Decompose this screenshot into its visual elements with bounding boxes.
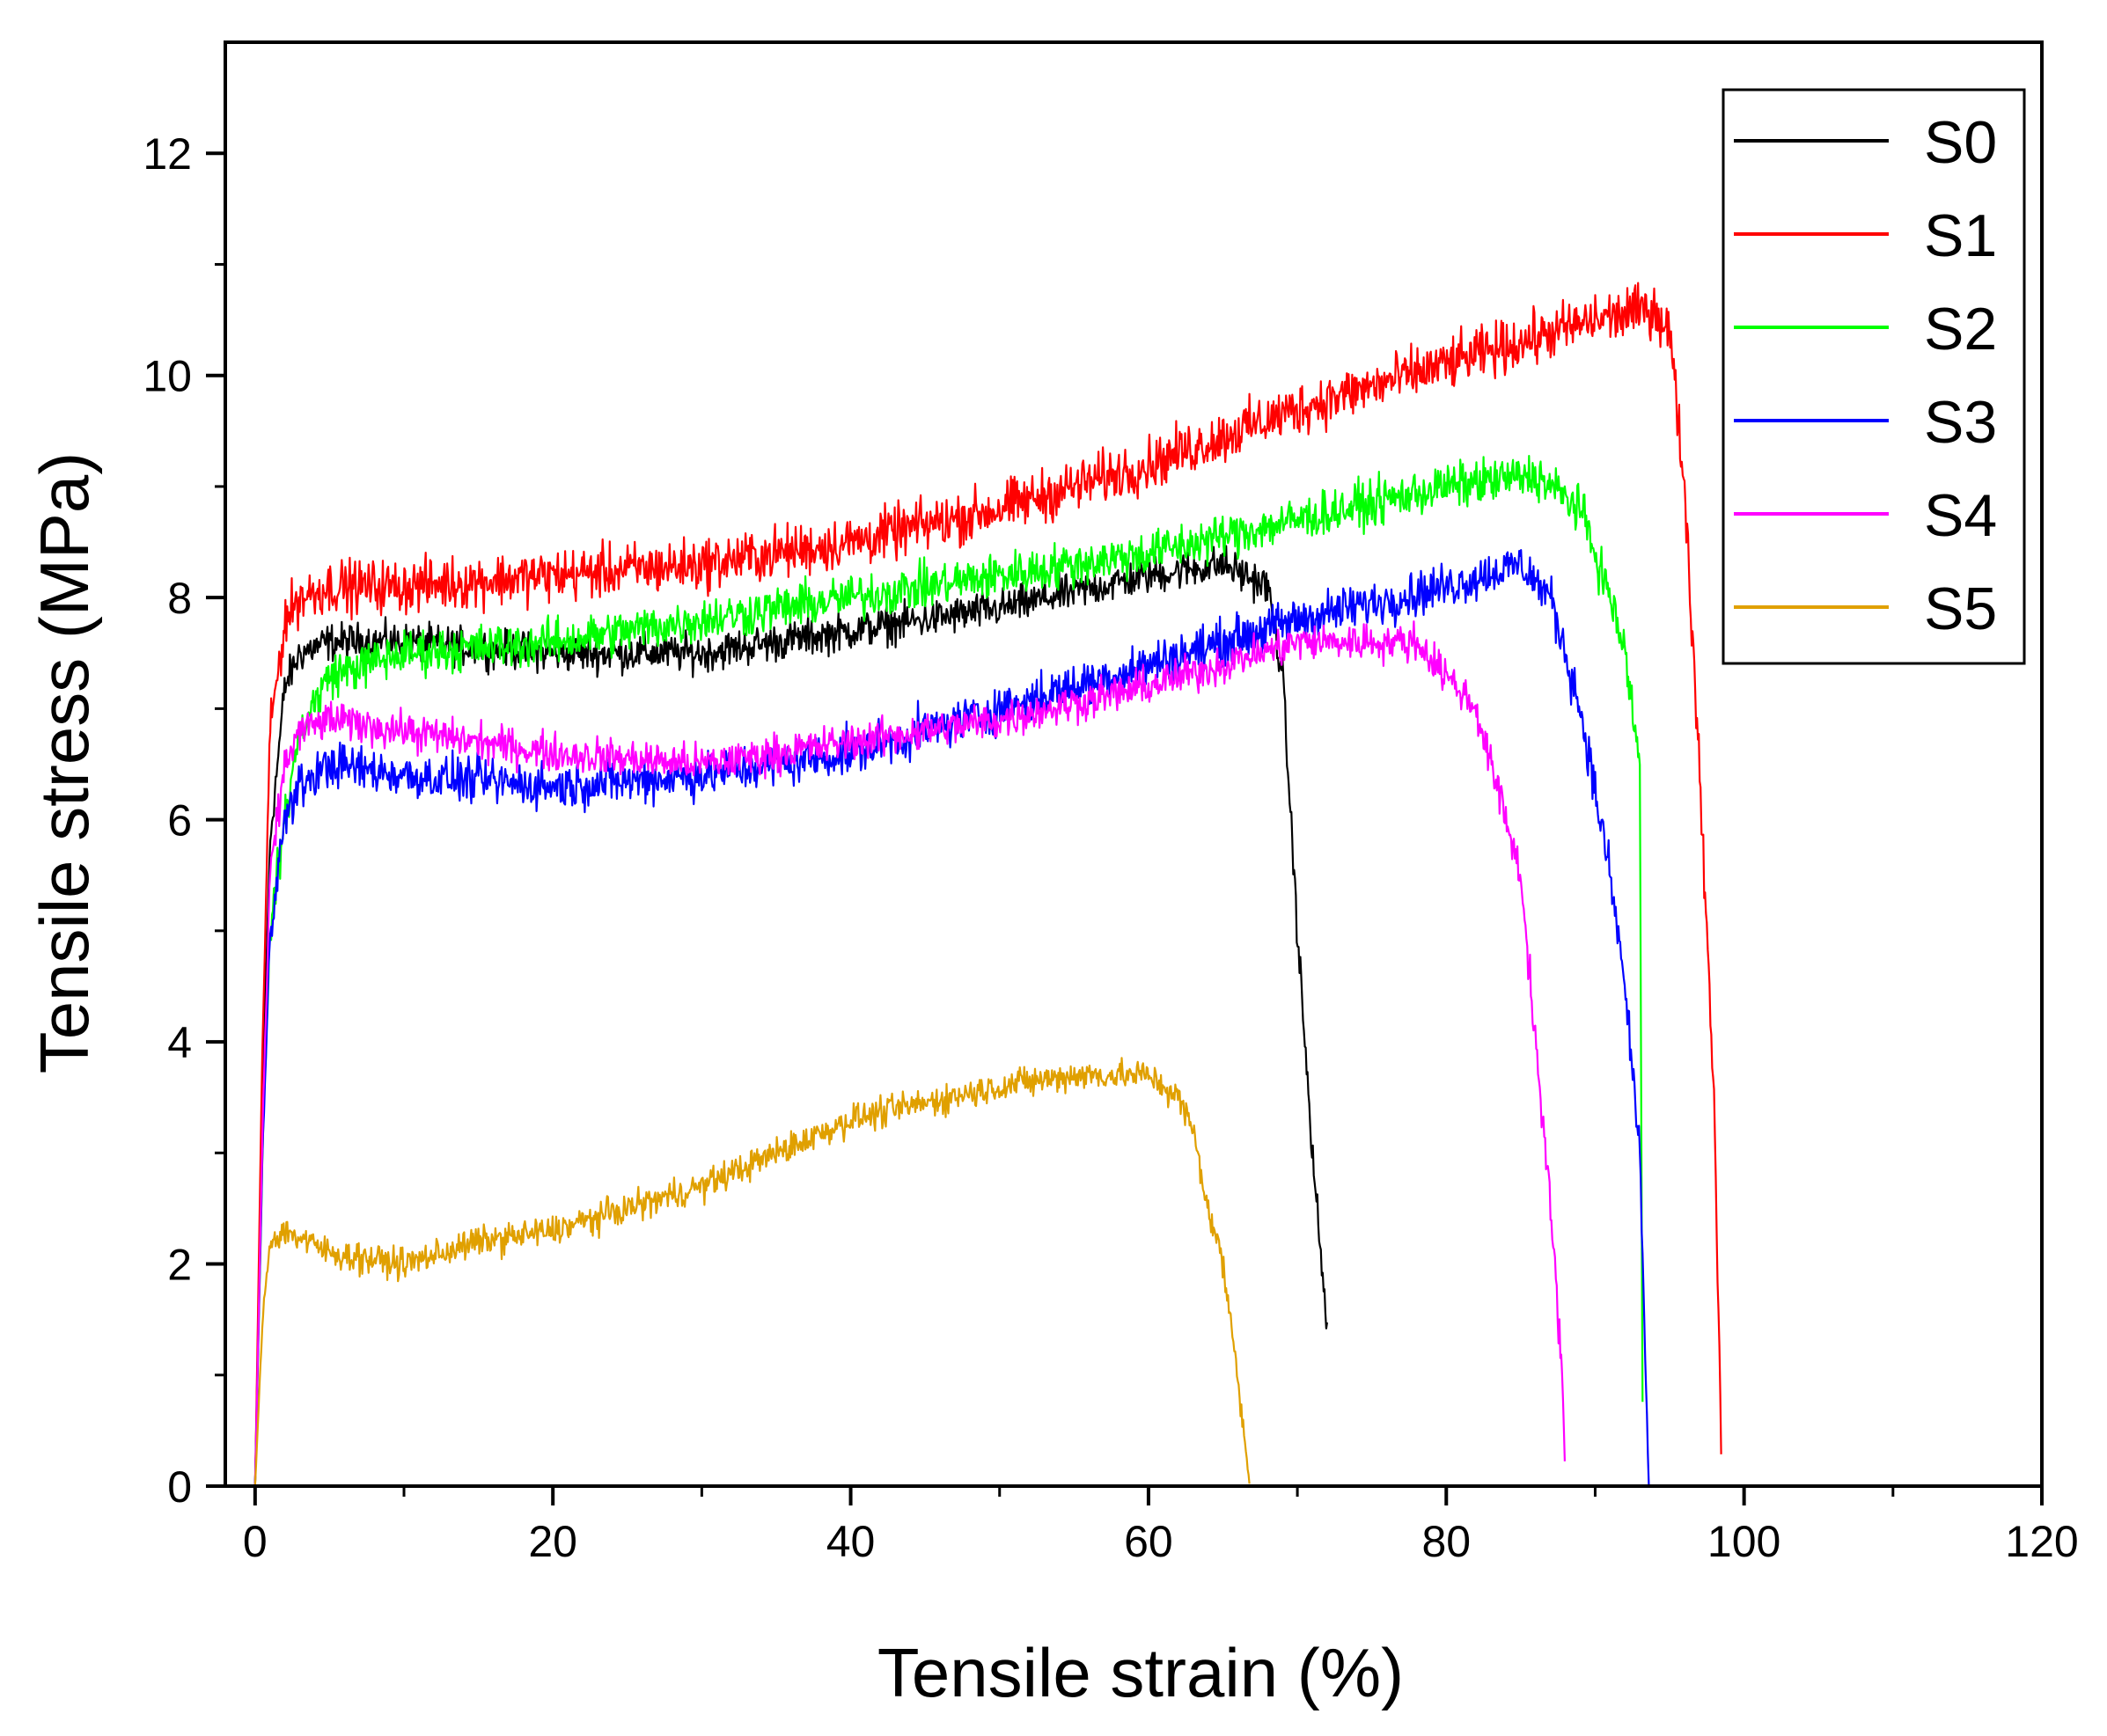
legend: S0 S1 S2 S3 S4 S5	[1722, 88, 2026, 665]
legend-label-s5: S5	[1924, 575, 1997, 642]
legend-label-s3: S3	[1924, 389, 1997, 456]
x-tick-label: 120	[2005, 1517, 2078, 1566]
x-tick-label: 60	[1124, 1517, 1173, 1566]
axes: 0 20 40 60 80 100 120 0 2 4 6 8 10 12	[143, 40, 2079, 1566]
y-tick-label: 4	[167, 1018, 192, 1067]
legend-label-s0: S0	[1924, 109, 1997, 176]
x-tick-label: 0	[243, 1517, 268, 1566]
series-line-s2	[253, 455, 1644, 1486]
legend-label-s1: S1	[1924, 202, 1997, 269]
x-tick-label: 40	[826, 1517, 876, 1566]
x-tick-label: 80	[1421, 1517, 1471, 1566]
legend-label-s4: S4	[1924, 482, 1997, 549]
x-tick-label: 100	[1707, 1517, 1780, 1566]
series-line-s4	[253, 620, 1566, 1486]
series-line-s5	[253, 1057, 1251, 1486]
series-layer	[253, 282, 1722, 1486]
series-line-s1	[253, 282, 1722, 1486]
y-tick-label: 2	[167, 1241, 192, 1290]
y-tick-label: 0	[167, 1462, 192, 1512]
series-line-s3	[253, 549, 1650, 1486]
y-tick-label: 12	[143, 129, 192, 179]
legend-box	[1722, 88, 2026, 665]
plot-frame	[224, 40, 2044, 1488]
y-tick-label: 6	[167, 796, 192, 846]
y-axis-title: Tensile stress (MPa)	[26, 452, 103, 1074]
x-tick-label: 20	[528, 1517, 577, 1566]
y-tick-label: 8	[167, 574, 192, 623]
y-tick-label: 10	[143, 352, 192, 401]
x-axis-title: Tensile strain (%)	[877, 1634, 1404, 1711]
legend-label-s2: S2	[1924, 296, 1997, 363]
